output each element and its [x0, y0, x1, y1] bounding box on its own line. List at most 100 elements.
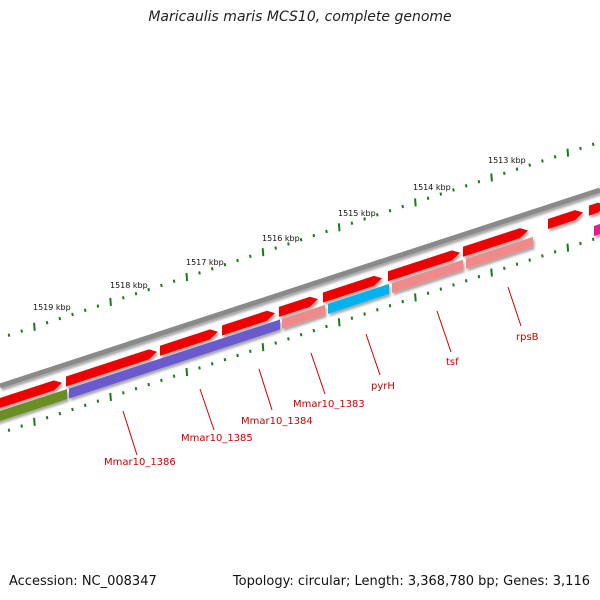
forward-gene-8[interactable]	[463, 228, 528, 257]
minor-tick	[299, 238, 303, 242]
forward-gene-4[interactable]	[222, 310, 275, 336]
minor-tick	[464, 279, 468, 283]
minor-tick	[122, 296, 125, 300]
major-tick	[185, 368, 189, 377]
minor-tick	[20, 424, 23, 428]
minor-tick	[96, 304, 100, 308]
minor-tick	[401, 204, 404, 209]
gene-label-tsf[interactable]: tsf	[446, 357, 459, 368]
minor-tick	[45, 416, 49, 420]
minor-tick	[515, 167, 519, 171]
minor-tick	[591, 142, 595, 147]
gene-label-mmar10-1386[interactable]: Mmar10_1386	[104, 457, 176, 468]
forward-gene-6[interactable]	[323, 275, 382, 303]
gene-block-olive[interactable]	[0, 389, 67, 424]
minor-tick	[274, 246, 277, 250]
major-tick	[490, 268, 493, 277]
leader-line-pyrh	[365, 333, 381, 376]
minor-tick	[439, 192, 443, 196]
minor-tick	[58, 316, 62, 321]
leader-line-mmar10-1384	[258, 368, 273, 411]
minor-tick	[452, 283, 455, 287]
minor-tick	[223, 357, 227, 362]
forward-gene-5[interactable]	[279, 296, 318, 317]
ruler-label-1514: 1514 kbp	[413, 183, 451, 192]
minor-tick	[464, 184, 468, 188]
gene-label-rpsb[interactable]: rpsB	[516, 332, 539, 343]
gene-block-rpsb[interactable]	[466, 236, 533, 269]
ruler-label-1519: 1519 kbp	[33, 303, 71, 312]
minor-tick	[223, 262, 227, 267]
minor-tick	[236, 258, 239, 263]
map-title: Maricaulis maris MCS10, complete genome	[148, 9, 452, 25]
minor-tick	[528, 258, 531, 262]
minor-tick	[147, 287, 150, 292]
major-tick	[337, 318, 341, 327]
minor-tick	[388, 209, 392, 213]
gene-block-mmar10-1386-1384[interactable]	[69, 319, 280, 399]
major-tick	[414, 198, 417, 207]
minor-tick	[515, 262, 519, 266]
minor-tick	[20, 329, 23, 333]
minor-tick	[503, 171, 506, 176]
minor-tick	[249, 254, 252, 259]
leader-line-mmar10-1386	[122, 410, 138, 456]
leader-line-mmar10-1385	[199, 388, 215, 431]
gene-labels: Mmar10_1386 Mmar10_1385 Mmar10_1384 Mmar…	[104, 286, 539, 468]
minor-tick	[579, 241, 582, 246]
minor-tick	[122, 391, 125, 395]
accession-text: Accession: NC_008347	[9, 574, 157, 589]
edge-gene-magenta[interactable]	[594, 222, 600, 236]
forward-gene-3[interactable]	[160, 329, 218, 356]
major-tick	[414, 293, 417, 302]
minor-tick	[401, 299, 404, 304]
gene-block-pyrh[interactable]	[328, 283, 389, 314]
minor-tick	[426, 291, 430, 295]
minor-tick	[147, 382, 150, 387]
forward-gene-7[interactable]	[388, 250, 460, 282]
ruler-label-1516: 1516 kbp	[262, 234, 300, 243]
outer-tick-ring	[7, 142, 595, 337]
minor-tick	[426, 196, 430, 200]
minor-tick	[71, 312, 74, 317]
ruler-label-1515: 1515 kbp	[338, 209, 376, 218]
minor-tick	[58, 411, 62, 416]
minor-tick	[325, 229, 328, 234]
minor-tick	[45, 321, 49, 325]
minor-tick	[83, 403, 87, 407]
gene-label-pyrh[interactable]: pyrH	[371, 381, 395, 392]
genome-stats-text: Topology: circular; Length: 3,368,780 bp…	[232, 574, 590, 589]
minor-tick	[172, 279, 176, 283]
minor-tick	[376, 213, 379, 217]
forward-strand-genes	[0, 202, 600, 411]
major-tick	[109, 392, 112, 402]
gene-block-mmar10-1383[interactable]	[282, 304, 325, 329]
gene-label-mmar10-1383[interactable]: Mmar10_1383	[293, 399, 365, 410]
minor-tick	[299, 333, 303, 337]
ruler-labels: 1519 kbp 1518 kbp 1517 kbp 1516 kbp 1515…	[33, 156, 526, 312]
minor-tick	[160, 283, 163, 288]
major-tick	[337, 223, 341, 232]
minor-tick	[350, 221, 354, 225]
minor-tick	[198, 271, 201, 275]
forward-gene-1[interactable]	[0, 380, 62, 411]
minor-tick	[134, 386, 138, 391]
backbone-line	[0, 187, 600, 389]
minor-tick	[477, 179, 481, 184]
minor-tick	[350, 316, 354, 320]
forward-gene-10[interactable]	[589, 202, 600, 216]
major-tick	[490, 173, 493, 182]
forward-gene-9[interactable]	[548, 210, 583, 229]
gene-label-mmar10-1384[interactable]: Mmar10_1384	[241, 416, 313, 427]
minor-tick	[363, 312, 366, 316]
leader-line-mmar10-1383	[310, 352, 326, 395]
major-tick	[566, 148, 570, 157]
forward-gene-2[interactable]	[66, 349, 157, 387]
gene-block-tsf[interactable]	[392, 259, 463, 293]
minor-tick	[541, 254, 544, 258]
gene-label-mmar10-1385[interactable]: Mmar10_1385	[181, 433, 253, 444]
major-tick	[566, 243, 570, 252]
ruler-label-1517: 1517 kbp	[186, 258, 224, 267]
